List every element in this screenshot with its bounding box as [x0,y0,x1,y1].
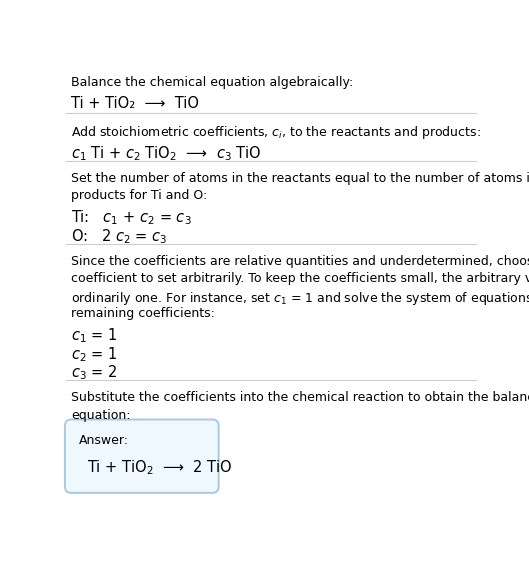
Text: Add stoichiometric coefficients, $c_i$, to the reactants and products:: Add stoichiometric coefficients, $c_i$, … [71,124,481,141]
Text: equation:: equation: [71,409,131,422]
Text: O:   2 $c_2$ = $c_3$: O: 2 $c_2$ = $c_3$ [71,227,168,246]
FancyBboxPatch shape [65,420,218,493]
Text: Balance the chemical equation algebraically:: Balance the chemical equation algebraica… [71,76,353,89]
Text: coefficient to set arbitrarily. To keep the coefficients small, the arbitrary va: coefficient to set arbitrarily. To keep … [71,272,529,285]
Text: $c_3$ = 2: $c_3$ = 2 [71,363,117,382]
Text: Ti + TiO₂  ⟶  TiO: Ti + TiO₂ ⟶ TiO [71,96,199,111]
Text: $c_1$ = 1: $c_1$ = 1 [71,327,117,345]
Text: $c_2$ = 1: $c_2$ = 1 [71,345,117,363]
Text: products for Ti and O:: products for Ti and O: [71,189,207,202]
Text: Substitute the coefficients into the chemical reaction to obtain the balanced: Substitute the coefficients into the che… [71,391,529,404]
Text: Ti + TiO$_2$  ⟶  2 TiO: Ti + TiO$_2$ ⟶ 2 TiO [87,459,232,477]
Text: Since the coefficients are relative quantities and underdetermined, choose a: Since the coefficients are relative quan… [71,255,529,268]
Text: remaining coefficients:: remaining coefficients: [71,307,215,320]
Text: $c_1$ Ti + $c_2$ TiO$_2$  ⟶  $c_3$ TiO: $c_1$ Ti + $c_2$ TiO$_2$ ⟶ $c_3$ TiO [71,144,261,163]
Text: Answer:: Answer: [78,434,129,447]
Text: ordinarily one. For instance, set $c_1$ = 1 and solve the system of equations fo: ordinarily one. For instance, set $c_1$ … [71,290,529,307]
Text: Ti:   $c_1$ + $c_2$ = $c_3$: Ti: $c_1$ + $c_2$ = $c_3$ [71,209,191,227]
Text: Set the number of atoms in the reactants equal to the number of atoms in the: Set the number of atoms in the reactants… [71,172,529,185]
